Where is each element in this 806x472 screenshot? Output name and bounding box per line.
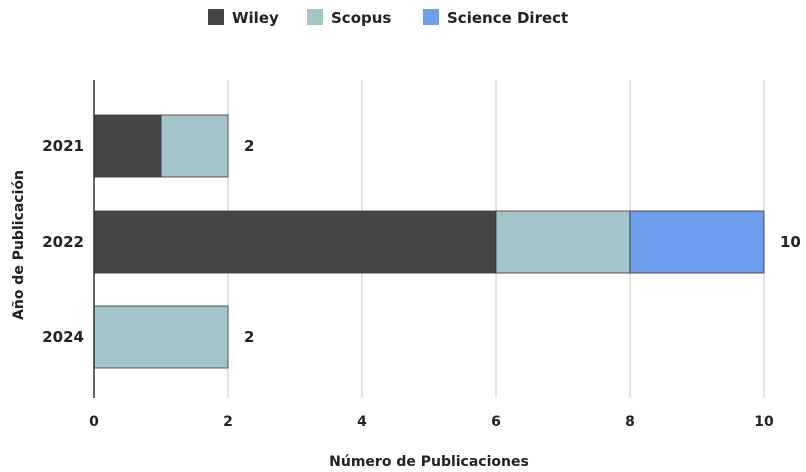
bar-scopus-2022 bbox=[495, 210, 631, 274]
bar-scopus-2024 bbox=[93, 305, 229, 369]
x-tick-labels: 0 2 4 6 8 10 bbox=[89, 414, 774, 430]
x-tick-label: 6 bbox=[491, 414, 501, 430]
x-axis-title: Número de Publicaciones bbox=[329, 454, 529, 470]
total-label-2021: 2 bbox=[244, 137, 254, 155]
bar-scopus-2021 bbox=[160, 114, 229, 178]
x-tick-label: 4 bbox=[357, 414, 367, 430]
bar-wiley-2022 bbox=[93, 210, 497, 274]
legend: Wiley Scopus Science Direct bbox=[208, 9, 568, 27]
bars bbox=[93, 114, 765, 369]
x-tick-label: 2 bbox=[223, 414, 233, 430]
y-tick-labels: 2021 2022 2024 bbox=[42, 137, 84, 346]
total-labels: 2 10 2 bbox=[244, 137, 801, 346]
legend-label-science-direct: Science Direct bbox=[447, 9, 568, 27]
legend-label-scopus: Scopus bbox=[331, 9, 391, 27]
x-tick-label: 8 bbox=[625, 414, 635, 430]
legend-swatch-wiley bbox=[208, 9, 224, 25]
y-tick-label-2024: 2024 bbox=[42, 328, 84, 346]
total-label-2024: 2 bbox=[244, 328, 254, 346]
x-tick-label: 10 bbox=[754, 414, 774, 430]
y-tick-label-2022: 2022 bbox=[42, 233, 84, 251]
legend-label-wiley: Wiley bbox=[232, 9, 279, 27]
legend-swatch-science-direct bbox=[423, 9, 439, 25]
bar-wiley-2021 bbox=[93, 114, 162, 178]
bar-science-direct-2022 bbox=[629, 210, 765, 274]
legend-swatch-scopus bbox=[307, 9, 323, 25]
x-tick-label: 0 bbox=[89, 414, 99, 430]
total-label-2022: 10 bbox=[780, 233, 801, 251]
y-axis-title: Año de Publicación bbox=[11, 170, 27, 320]
y-tick-label-2021: 2021 bbox=[42, 137, 84, 155]
